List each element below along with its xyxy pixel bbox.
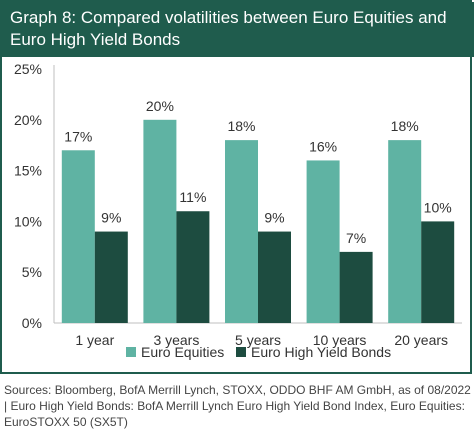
x-tick-label: 3 years: [153, 332, 199, 348]
chart-title: Graph 8: Compared volatilities between E…: [10, 8, 447, 49]
bar-euro-equities: [388, 140, 422, 323]
title-bar: Graph 8: Compared volatilities between E…: [2, 2, 474, 57]
bar-euro-hy-bonds: [94, 231, 128, 323]
bar-chart: 0% 5% 10% 15% 20% 25% 17% 9% 1 year 20% 11% 3 years…: [14, 61, 462, 360]
x-tick-label: 1 year: [75, 332, 114, 348]
data-label: 9%: [101, 210, 121, 226]
data-label: 11%: [179, 189, 206, 205]
y-tick-label: 0%: [22, 315, 42, 331]
bar-euro-equities: [61, 150, 95, 323]
bar-euro-hy-bonds: [339, 251, 373, 323]
data-label: 18%: [227, 118, 255, 134]
legend-label: Euro Equities: [141, 344, 224, 360]
bar-euro-hy-bonds: [258, 231, 291, 323]
data-label: 20%: [146, 98, 174, 114]
bar-euro-equities: [143, 119, 177, 323]
bar-euro-hy-bonds: [176, 211, 210, 323]
data-label: 18%: [391, 118, 419, 134]
y-tick-label: 10%: [14, 213, 42, 229]
data-label: 7%: [346, 230, 366, 246]
y-tick-label: 20%: [14, 112, 42, 128]
x-tick-label: 5 years: [235, 332, 281, 348]
legend-swatch: [126, 347, 136, 357]
bar-euro-hy-bonds: [421, 221, 455, 323]
data-label: 17%: [64, 128, 92, 144]
y-tick-label: 25%: [14, 61, 42, 77]
y-tick-label: 15%: [14, 163, 42, 179]
bar-euro-equities: [225, 140, 258, 323]
source-note: Sources: Bloomberg, BofA Merrill Lynch, …: [4, 383, 471, 429]
data-label: 16%: [309, 138, 337, 154]
x-tick-label: 10 years: [313, 332, 367, 348]
x-tick-label: 20 years: [394, 332, 448, 348]
bar-euro-equities: [306, 160, 340, 323]
data-label: 9%: [264, 210, 284, 226]
legend-label: Euro High Yield Bonds: [251, 344, 391, 360]
legend-swatch: [236, 347, 246, 357]
chart-frame: Graph 8: Compared volatilities between E…: [0, 0, 474, 374]
data-label: 10%: [424, 199, 452, 215]
y-tick-label: 5%: [22, 264, 42, 280]
